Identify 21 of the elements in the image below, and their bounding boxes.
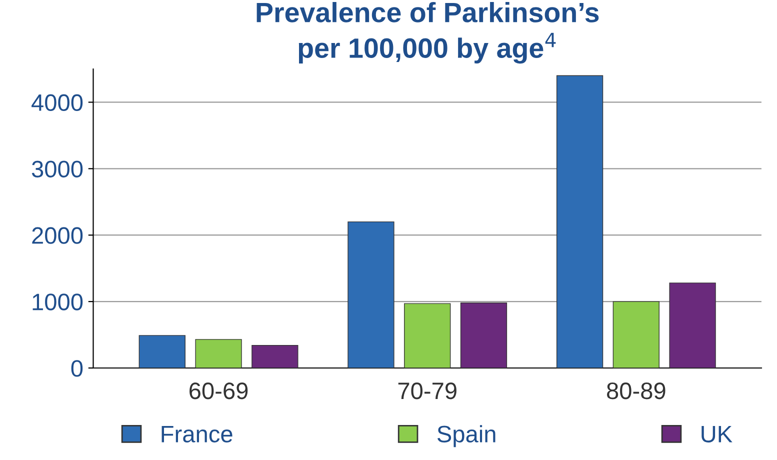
bar [404,303,451,368]
bar [612,301,660,368]
bar [556,75,604,368]
bar [669,282,716,368]
y-tick-label: 4000 [32,94,83,112]
y-tick-label: 1000 [32,294,83,310]
bar [460,302,508,368]
bar [138,335,186,368]
legend-label: France [162,426,232,442]
legend-label: Spain [437,425,496,448]
y-tick-label: 0 [71,360,83,377]
x-tick-label: 60-69 [190,382,248,400]
x-tick-label: 80-89 [607,382,666,400]
chart-title: Prevalence of Parkinson’s per 100,000 by age$^{4}$ [256,2,599,64]
x-tick-label: 70-79 [398,382,456,400]
y-tick-label: 3000 [32,160,83,178]
y-tick-label: 2000 [32,227,83,244]
bar [348,221,394,368]
bar [252,345,298,368]
legend-label: UK [702,426,732,442]
bar [195,339,242,368]
